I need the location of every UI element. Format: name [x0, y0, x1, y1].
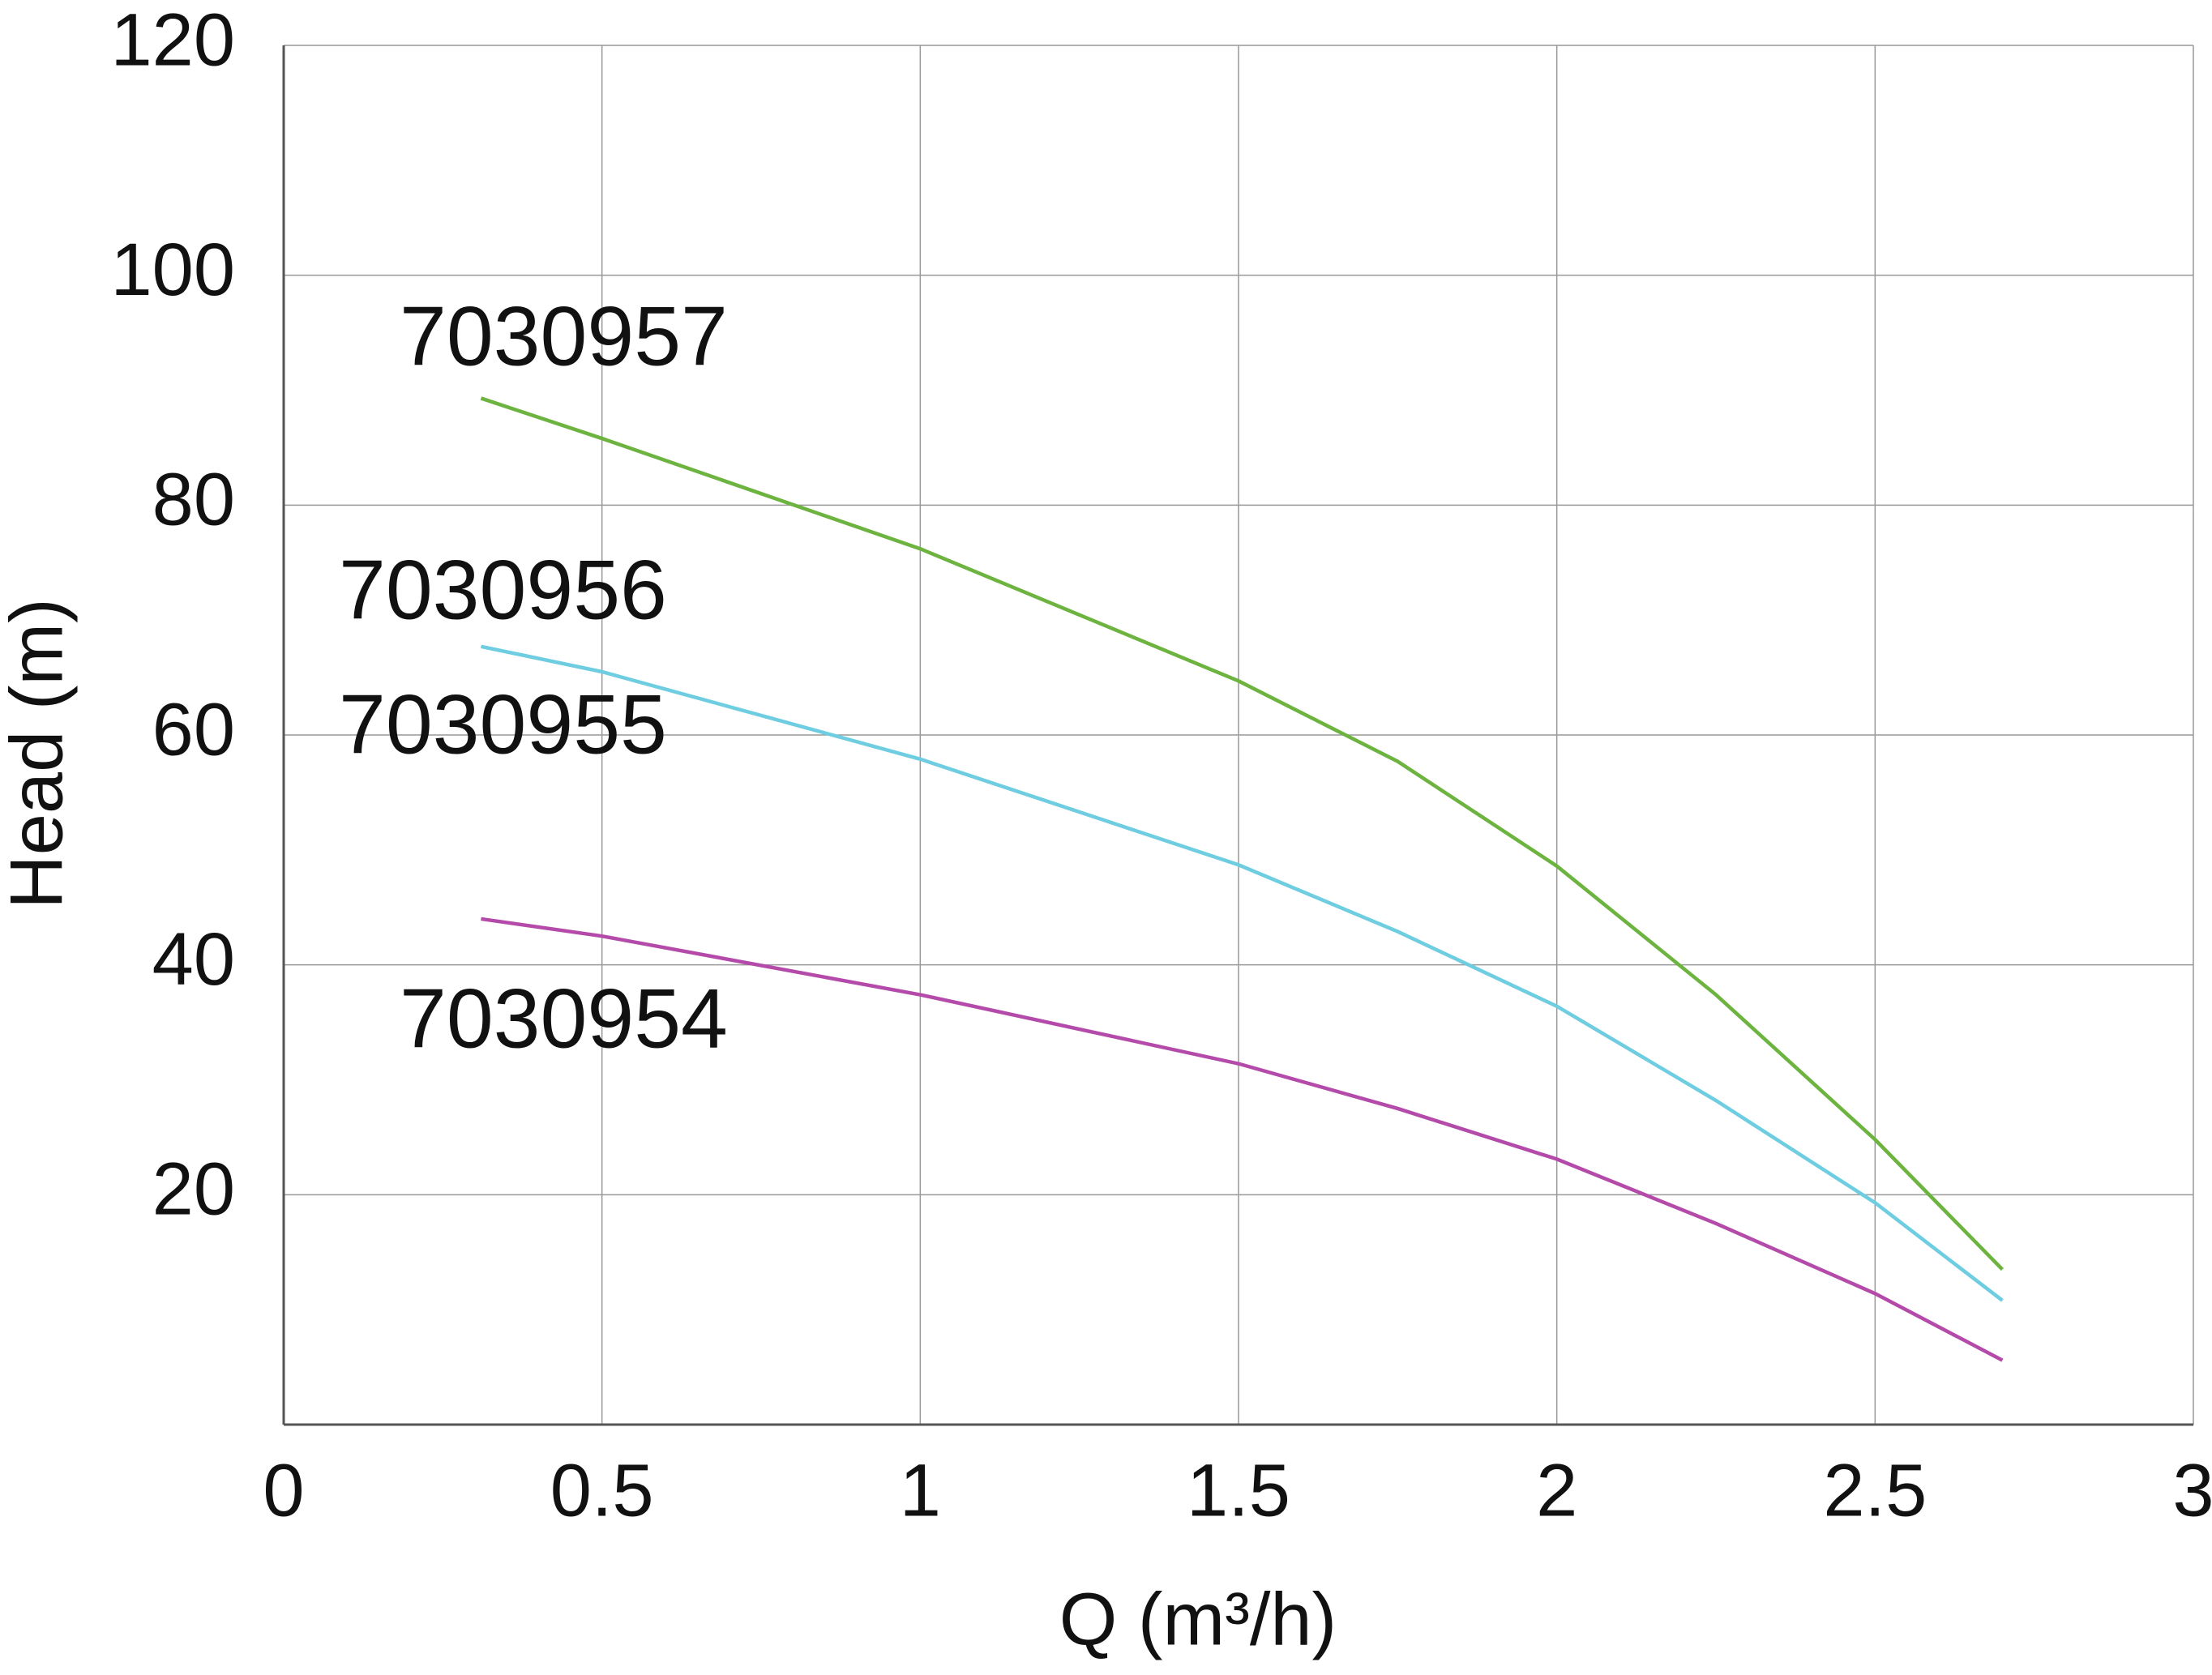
line: [480, 644, 2004, 1302]
series-label: 7030954: [400, 972, 728, 1066]
x-tick-label: 1: [900, 1449, 941, 1532]
series-label: 7030956: [339, 543, 667, 637]
series-label: 7030957: [400, 289, 728, 383]
x-tick-label: 2: [1536, 1449, 1577, 1532]
annotation: 7030955: [339, 677, 667, 771]
x-tick-label: 0.5: [550, 1449, 654, 1532]
y-tick-label: 40: [152, 918, 235, 1001]
line: [480, 396, 2004, 1271]
y-tick-label: 120: [111, 0, 236, 81]
x-tick-label: 1.5: [1187, 1449, 1290, 1532]
y-tick-label: 60: [152, 688, 235, 771]
x-tick-label: 2.5: [1823, 1449, 1927, 1532]
x-tick-label: 0: [263, 1449, 304, 1532]
x-tick-label: 3: [2172, 1449, 2212, 1532]
y-tick-label: 80: [152, 459, 235, 541]
x-axis-title: Q (m³/h): [1059, 1578, 1337, 1660]
y-tick-label: 20: [152, 1148, 235, 1231]
line: [481, 917, 2004, 1362]
y-tick-label: 100: [111, 229, 236, 311]
y-axis-title: Head (m): [0, 598, 78, 908]
